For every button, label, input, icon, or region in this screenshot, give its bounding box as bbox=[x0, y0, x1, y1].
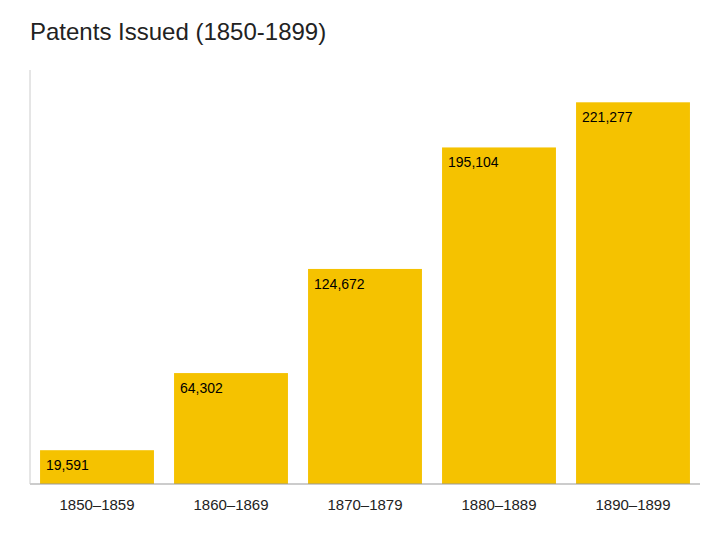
x-axis-line bbox=[30, 484, 700, 485]
x-tick-label: 1890–1899 bbox=[595, 496, 670, 513]
bar bbox=[576, 102, 690, 484]
data-label: 124,672 bbox=[314, 276, 365, 292]
x-tick-label: 1870–1879 bbox=[327, 496, 402, 513]
labels: 19,591 64,302 124,672 195,104 221,277 bbox=[46, 109, 633, 473]
data-label: 195,104 bbox=[448, 154, 499, 170]
bar bbox=[308, 269, 422, 484]
chart: Patents Issued (1850-1899) 19,591 64,302 12… bbox=[0, 0, 720, 540]
chart-container: Patents Issued (1850-1899) 19,591 64,302 12… bbox=[0, 0, 720, 540]
x-tick-label: 1850–1859 bbox=[59, 496, 134, 513]
bar bbox=[442, 147, 556, 484]
title: Patents Issued (1850-1899) bbox=[30, 18, 326, 45]
y-axis-line bbox=[30, 70, 31, 484]
bars bbox=[40, 102, 690, 484]
data-label: 64,302 bbox=[180, 380, 223, 396]
bar bbox=[174, 373, 288, 484]
x-tick-label: 1880–1889 bbox=[461, 496, 536, 513]
data-label: 19,591 bbox=[46, 457, 89, 473]
data-label: 221,277 bbox=[582, 109, 633, 125]
bar bbox=[40, 450, 154, 484]
x-tick-label: 1860–1869 bbox=[193, 496, 268, 513]
